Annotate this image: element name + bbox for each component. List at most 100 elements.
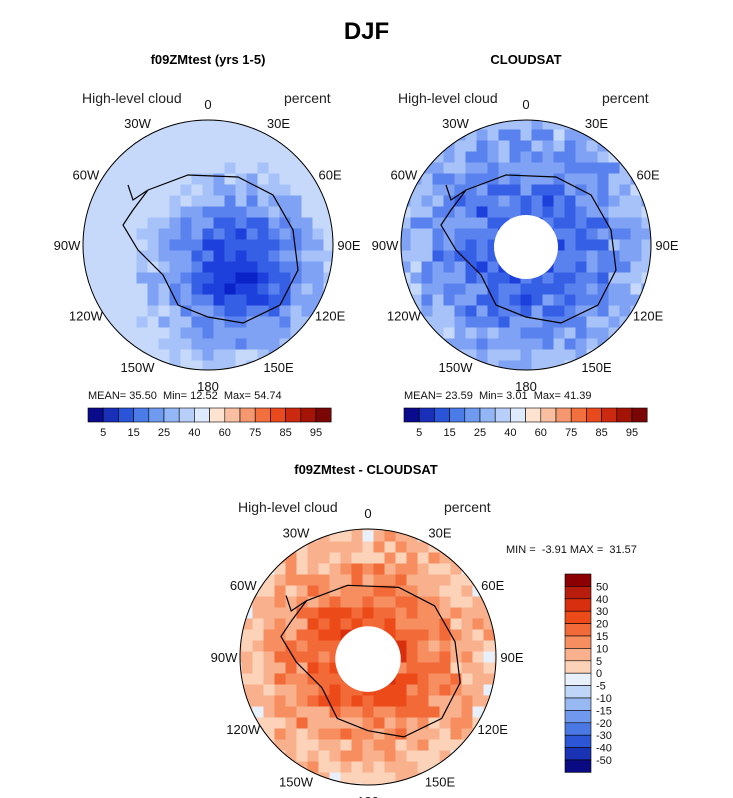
field-cell: [362, 717, 375, 730]
colorbar-swatch: [449, 407, 466, 423]
field-cell: [268, 283, 281, 296]
field-cell: [290, 162, 303, 175]
field-cell: [103, 206, 116, 219]
field-cell: [191, 195, 204, 208]
peninsula-coastline: [285, 595, 307, 612]
field-cell: [454, 151, 467, 164]
field-cell: [384, 607, 397, 620]
field-cell: [520, 184, 533, 197]
field-cell: [268, 140, 281, 153]
field-cell: [114, 151, 127, 164]
field-cell: [608, 151, 621, 164]
field-cell: [235, 120, 248, 131]
field-cell: [450, 640, 463, 653]
colorbar-tick-label: 5: [596, 656, 602, 668]
field-cell: [465, 327, 478, 340]
field-cell: [351, 530, 364, 543]
field-cell: [373, 596, 386, 609]
field-cell: [340, 574, 353, 587]
field-cell: [103, 294, 116, 307]
field-cell: [158, 184, 171, 197]
field-cell: [630, 272, 643, 285]
field-cell: [180, 327, 193, 340]
field-cell: [301, 228, 314, 241]
field-cell: [279, 151, 292, 164]
field-cell: [575, 250, 588, 263]
field-cell: [439, 585, 452, 598]
field-cell: [586, 162, 599, 175]
field-cell: [169, 228, 182, 241]
field-cell: [329, 618, 342, 631]
field-cell: [542, 294, 555, 307]
field-cell: [296, 728, 309, 741]
field-cell: [318, 607, 331, 620]
field-cell: [257, 162, 270, 175]
field-cell: [564, 239, 577, 252]
field-cell: [472, 695, 485, 708]
field-cell: [274, 673, 287, 686]
field-cell: [575, 327, 588, 340]
field-cell: [340, 684, 353, 697]
colorbar-swatch: [564, 685, 592, 699]
field-cell: [224, 228, 237, 241]
field-cell: [329, 607, 342, 620]
field-cell: [395, 717, 408, 730]
field-cell: [351, 618, 364, 631]
field-cell: [180, 283, 193, 296]
field-cell: [608, 272, 621, 285]
field-cell: [213, 151, 226, 164]
field-cell: [180, 261, 193, 274]
colorbar-swatch: [87, 407, 104, 423]
field-cell: [608, 184, 621, 197]
field-cell: [520, 349, 533, 362]
field-cell: [351, 739, 364, 752]
field-cell: [417, 530, 430, 543]
field-cell: [268, 272, 281, 285]
field-cell: [136, 195, 149, 208]
field-cell: [202, 151, 215, 164]
field-cell: [520, 129, 533, 142]
field-cell: [406, 739, 419, 752]
field-cell: [443, 294, 456, 307]
field-cell: [114, 272, 127, 285]
field-cell: [428, 739, 441, 752]
field-cell: [213, 195, 226, 208]
field-cell: [401, 250, 412, 263]
field-cell: [564, 294, 577, 307]
field-cell: [235, 184, 248, 197]
field-cell: [362, 761, 375, 774]
field-cell: [235, 283, 248, 296]
field-cell: [114, 338, 127, 351]
field-cell: [279, 250, 292, 263]
field-cell: [395, 750, 408, 763]
field-cell: [487, 217, 500, 230]
field-cell: [630, 184, 643, 197]
colorbar-tick-label: 0: [596, 668, 602, 680]
field-cell: [487, 250, 500, 263]
field-cell: [498, 120, 511, 131]
field-cell: [586, 151, 599, 164]
field-cell: [318, 596, 331, 609]
field-cell: [483, 684, 496, 697]
field-cell: [147, 305, 160, 318]
longitude-label: 120E: [633, 309, 664, 324]
field-cell: [147, 228, 160, 241]
field-cell: [465, 349, 478, 362]
field-cell: [307, 750, 320, 763]
colorbar-swatch: [209, 407, 226, 423]
field-cell: [296, 574, 309, 587]
colorbar-tick-label: 95: [310, 427, 322, 439]
field-cell: [542, 162, 555, 175]
field-cell: [564, 140, 577, 153]
field-cell: [476, 349, 489, 362]
field-cell: [373, 607, 386, 620]
field-cell: [340, 529, 353, 532]
field-cell: [290, 316, 303, 329]
field-cell: [136, 283, 149, 296]
field-cell: [329, 662, 342, 675]
field-cell: [509, 184, 522, 197]
field-cell: [114, 239, 127, 252]
panel2-max-label: Max=: [533, 390, 561, 402]
colorbar-swatch: [403, 407, 420, 423]
field-cell: [476, 283, 489, 296]
